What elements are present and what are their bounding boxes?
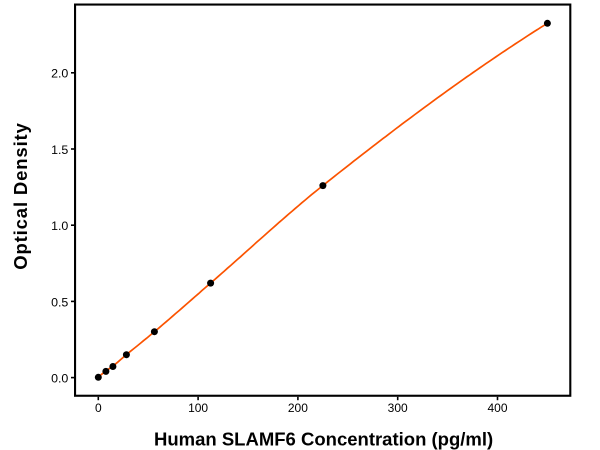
svg-text:300: 300 <box>388 401 408 415</box>
svg-text:200: 200 <box>288 401 308 415</box>
svg-text:2.0: 2.0 <box>51 67 68 81</box>
svg-text:1.5: 1.5 <box>51 143 68 157</box>
svg-text:Human SLAMF6 Concentration (pg: Human SLAMF6 Concentration (pg/ml) <box>154 429 493 450</box>
svg-text:1.0: 1.0 <box>51 219 68 233</box>
svg-text:400: 400 <box>487 401 507 415</box>
svg-text:0: 0 <box>95 401 102 415</box>
svg-text:0.5: 0.5 <box>51 295 68 309</box>
svg-text:100: 100 <box>188 401 208 415</box>
svg-text:Optical Density: Optical Density <box>10 122 31 269</box>
svg-text:0.0: 0.0 <box>51 372 68 386</box>
